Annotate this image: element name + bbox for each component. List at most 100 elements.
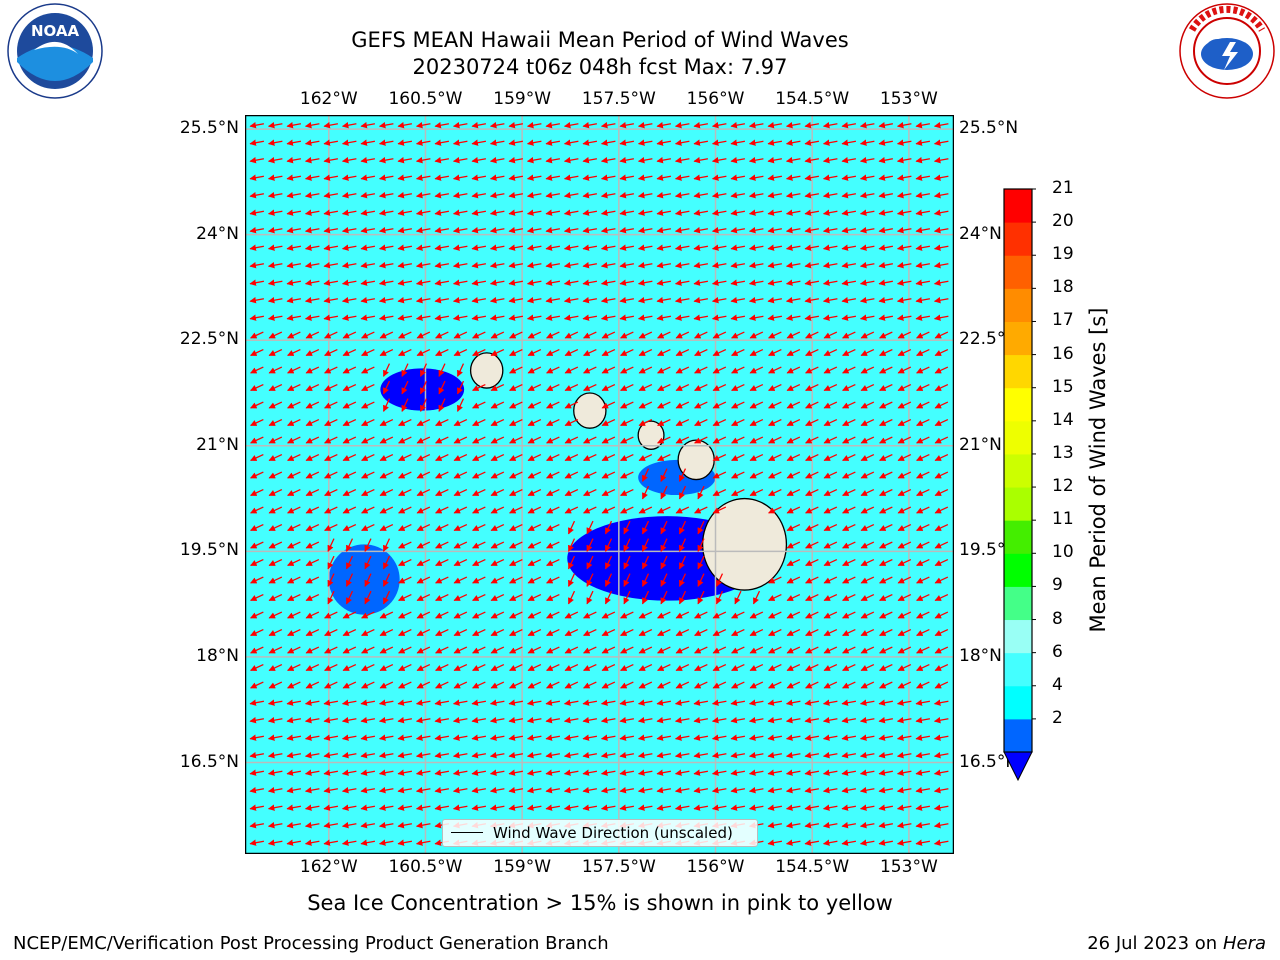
colorbar-segment-7 bbox=[1004, 487, 1032, 521]
wind-arrow bbox=[619, 244, 635, 251]
wind-arrow bbox=[768, 418, 782, 427]
wind-arrow bbox=[934, 418, 949, 427]
wind-arrow bbox=[933, 279, 949, 286]
wind-arrow bbox=[878, 174, 894, 181]
wind-arrow bbox=[287, 436, 301, 444]
wind-arrow bbox=[768, 436, 782, 444]
wind-arrow bbox=[748, 261, 764, 269]
wind-arrow bbox=[526, 209, 542, 216]
wind-arrow bbox=[415, 174, 431, 181]
wind-arrow bbox=[360, 156, 376, 164]
wind-arrow bbox=[324, 436, 338, 444]
wind-arrow bbox=[582, 139, 598, 146]
wind-arrow bbox=[545, 209, 561, 216]
wind-arrow bbox=[656, 156, 672, 164]
wind-arrow bbox=[472, 488, 486, 497]
wind-arrow bbox=[600, 226, 616, 234]
wind-arrow bbox=[304, 209, 320, 216]
wind-arrow bbox=[341, 139, 357, 146]
wind-arrow bbox=[416, 418, 431, 427]
wind-arrow bbox=[933, 121, 949, 129]
wind-arrow bbox=[267, 156, 283, 164]
wind-arrow bbox=[785, 226, 801, 234]
wind-arrow bbox=[730, 279, 746, 286]
wind-arrow bbox=[786, 471, 801, 479]
wind-arrow bbox=[360, 209, 376, 216]
wind-arrow bbox=[267, 314, 283, 321]
wind-arrow bbox=[546, 348, 560, 357]
wind-arrow bbox=[452, 174, 468, 181]
wind-arrow bbox=[472, 471, 486, 479]
wind-arrow bbox=[915, 261, 931, 269]
wind-arrow bbox=[249, 121, 265, 129]
wind-arrow bbox=[859, 261, 875, 269]
wind-arrow bbox=[601, 366, 616, 374]
colorbar-tick-13: 18 bbox=[1052, 277, 1074, 298]
wind-arrow bbox=[546, 331, 560, 339]
wind-arrow bbox=[767, 296, 783, 304]
wind-arrow bbox=[545, 139, 561, 146]
wind-arrow bbox=[341, 314, 357, 321]
wind-arrow bbox=[823, 453, 838, 462]
wind-arrow bbox=[360, 314, 376, 321]
wind-arrow bbox=[419, 380, 428, 395]
footer-credit: NCEP/EMC/Verification Post Processing Pr… bbox=[13, 933, 609, 954]
wind-arrow bbox=[360, 174, 376, 181]
colorbar-tick-2: 6 bbox=[1052, 641, 1063, 662]
wind-arrow bbox=[378, 314, 394, 321]
wind-arrow bbox=[434, 226, 450, 234]
wind-arrow bbox=[545, 191, 561, 199]
wind-arrow bbox=[323, 279, 339, 286]
wind-arrow bbox=[582, 174, 598, 181]
wind-arrow bbox=[545, 121, 561, 129]
wind-arrow bbox=[379, 331, 394, 339]
wind-arrow bbox=[564, 383, 579, 392]
wind-arrow bbox=[305, 348, 320, 357]
wind-arrow bbox=[583, 436, 597, 444]
wind-arrow bbox=[250, 436, 264, 444]
wind-arrow bbox=[419, 398, 428, 412]
wind-arrow bbox=[471, 121, 487, 129]
lat-tick-right-1: 24°N bbox=[959, 223, 1002, 244]
wind-arrow bbox=[619, 191, 635, 199]
wind-arrow bbox=[859, 121, 875, 129]
wind-arrow bbox=[286, 279, 302, 286]
wind-arrow bbox=[397, 174, 413, 181]
wind-arrow bbox=[786, 383, 801, 392]
wind-arrow bbox=[286, 244, 302, 251]
wind-arrow bbox=[656, 296, 672, 304]
wind-arrow bbox=[286, 209, 302, 216]
wind-arrow bbox=[674, 244, 690, 251]
wind-arrow bbox=[434, 174, 450, 181]
wind-arrow bbox=[859, 139, 875, 146]
wind-arrow bbox=[546, 436, 560, 444]
wind-arrow bbox=[546, 366, 560, 374]
wind-arrow bbox=[526, 174, 542, 181]
wind-arrow bbox=[545, 174, 561, 181]
wind-arrow bbox=[601, 471, 616, 479]
wind-arrow bbox=[582, 156, 598, 164]
wind-arrow bbox=[583, 348, 597, 357]
wind-arrow bbox=[435, 453, 449, 462]
wind-arrow bbox=[711, 296, 727, 304]
wind-arrow bbox=[361, 453, 375, 462]
wind-arrow bbox=[749, 348, 764, 357]
wind-arrow bbox=[472, 348, 486, 357]
wind-arrow bbox=[398, 436, 412, 444]
wind-arrow bbox=[508, 296, 524, 304]
wind-arrow bbox=[249, 261, 265, 269]
colorbar-tick-15: 20 bbox=[1052, 211, 1074, 232]
wind-arrow bbox=[637, 209, 653, 216]
wind-arrow bbox=[897, 401, 912, 409]
wind-arrow bbox=[379, 453, 394, 462]
wind-arrow bbox=[305, 453, 320, 462]
wind-arrow bbox=[249, 226, 265, 234]
wind-arrow bbox=[397, 139, 413, 146]
wind-arrow bbox=[822, 191, 838, 199]
wind-arrow bbox=[508, 209, 524, 216]
wind-arrow bbox=[712, 418, 727, 427]
wind-arrow bbox=[601, 488, 616, 497]
wind-arrow bbox=[600, 121, 616, 129]
wind-arrow bbox=[472, 436, 486, 444]
wind-arrow bbox=[419, 363, 428, 377]
